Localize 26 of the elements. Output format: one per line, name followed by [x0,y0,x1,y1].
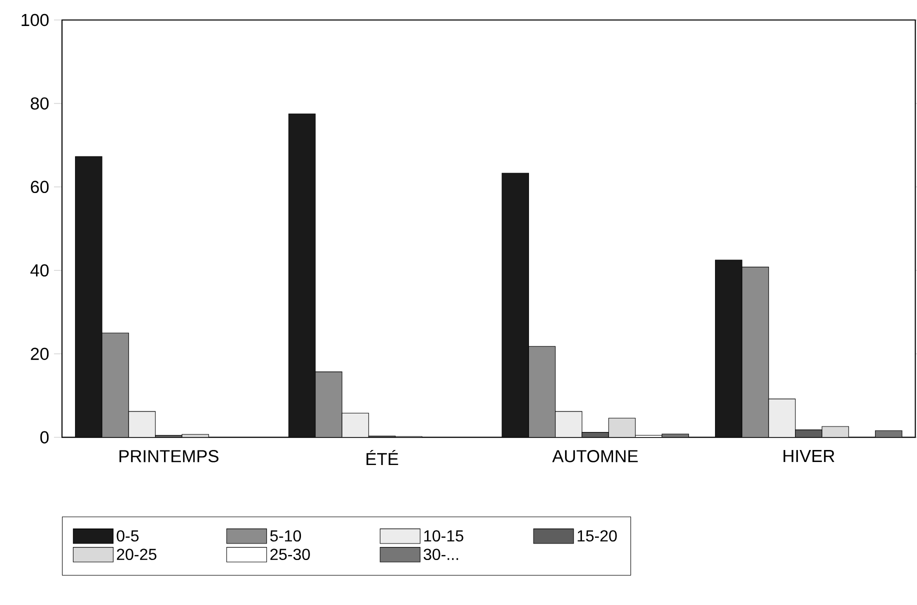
bar [342,412,369,438]
x-tick-label: AUTOMNE [552,450,638,462]
y-tick-label: 40 [30,264,49,277]
bar [795,430,822,438]
legend-label: 20-25 [116,548,156,560]
y-tick-label: 20 [30,348,49,360]
bar [75,156,102,438]
bar [128,411,156,438]
bar [288,114,316,438]
bar [502,172,529,438]
x-tick-label: PRINTEMPS [120,450,218,462]
x-tick-label: ÉTÉ [366,450,398,466]
legend-label: 10-15 [424,530,464,542]
y-tick-label: 100 [22,14,49,26]
legend-label: 30-... [424,548,458,560]
bar [768,398,796,438]
y-tick-label: 0 [40,431,49,444]
legend-label: 0-5 [116,530,139,542]
bar [715,260,742,438]
legend-label: 5-10 [270,530,301,542]
y-tick-label: 80 [30,97,49,110]
legend-label: 25-30 [270,548,310,560]
bar [555,411,582,438]
x-tick-label: HIVER [784,450,834,462]
legend-label: 15-20 [578,530,617,542]
y-tick-label: 60 [30,180,49,194]
